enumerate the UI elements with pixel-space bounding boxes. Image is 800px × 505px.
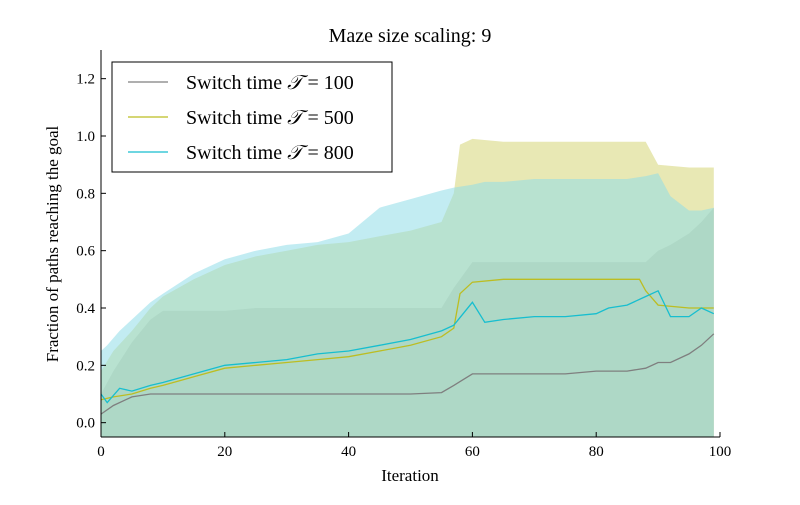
series-3-band [101, 173, 714, 438]
x-tick-label: 100 [709, 444, 732, 460]
chart-title: Maze size scaling: 9 [329, 25, 492, 47]
x-tick-label: 40 [341, 444, 356, 460]
series-lines [100, 278, 715, 415]
series-2-line [100, 278, 714, 401]
y-tick-label: 0.8 [76, 186, 95, 202]
legend-label-1: Switch time 𝒯 = 100 [186, 72, 354, 94]
legend-label-3: Switch time 𝒯 = 800 [186, 142, 354, 164]
y-tick-label: 0.6 [76, 244, 95, 260]
x-tick-label: 0 [97, 444, 105, 460]
series-1-line [100, 333, 715, 415]
y-tick-label: 0.0 [76, 416, 95, 432]
legend: Switch time 𝒯 = 100 Switch time 𝒯 = 500 Sw… [111, 61, 393, 173]
legend-box [111, 61, 393, 173]
legend-label-2: Switch time 𝒯 = 500 [186, 107, 354, 129]
confidence-bands [101, 138, 714, 438]
x-axis-label: Iteration [381, 466, 439, 485]
series-3-line [100, 289, 715, 404]
y-tick-label: 1.2 [76, 72, 95, 88]
x-ticks: 0 20 40 60 80 100 [97, 432, 731, 460]
x-tick-label: 60 [465, 444, 480, 460]
y-tick-label: 0.2 [76, 358, 95, 374]
y-tick-label: 0.4 [76, 301, 95, 317]
y-ticks: 0.0 0.2 0.4 0.6 0.8 1.0 1.2 [76, 72, 106, 432]
y-axis-label: Fraction of paths reaching the goal [43, 125, 62, 362]
y-tick-label: 1.0 [76, 129, 95, 145]
x-tick-label: 20 [217, 444, 232, 460]
x-tick-label: 80 [589, 444, 604, 460]
